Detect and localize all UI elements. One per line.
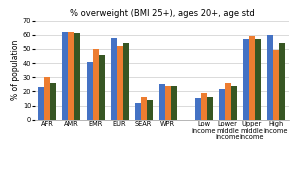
Bar bbox=[273, 50, 279, 120]
Bar bbox=[63, 32, 68, 120]
Bar bbox=[231, 86, 237, 120]
Bar bbox=[38, 87, 45, 120]
Title: % overweight (BMI 25+), ages 20+, age std: % overweight (BMI 25+), ages 20+, age st… bbox=[70, 9, 255, 18]
Bar bbox=[225, 83, 231, 120]
Bar bbox=[111, 37, 117, 120]
Bar bbox=[279, 43, 285, 120]
Bar bbox=[267, 35, 273, 120]
Bar bbox=[147, 100, 153, 120]
Bar bbox=[86, 62, 93, 120]
Bar bbox=[201, 93, 207, 120]
Bar bbox=[255, 39, 261, 120]
Bar bbox=[141, 97, 147, 120]
Bar bbox=[117, 46, 122, 120]
Bar bbox=[207, 97, 213, 120]
Bar bbox=[135, 103, 141, 120]
Bar bbox=[122, 43, 129, 120]
Bar bbox=[219, 89, 225, 120]
Bar bbox=[68, 32, 74, 120]
Y-axis label: % of population: % of population bbox=[11, 40, 20, 100]
Bar bbox=[249, 36, 255, 120]
Bar bbox=[159, 84, 165, 120]
Bar bbox=[50, 83, 56, 120]
Bar bbox=[243, 39, 249, 120]
Bar bbox=[74, 33, 81, 120]
Bar bbox=[195, 98, 201, 120]
Bar bbox=[165, 86, 171, 120]
Bar bbox=[99, 55, 104, 120]
Bar bbox=[93, 49, 99, 120]
Bar bbox=[45, 77, 50, 120]
Bar bbox=[171, 86, 177, 120]
